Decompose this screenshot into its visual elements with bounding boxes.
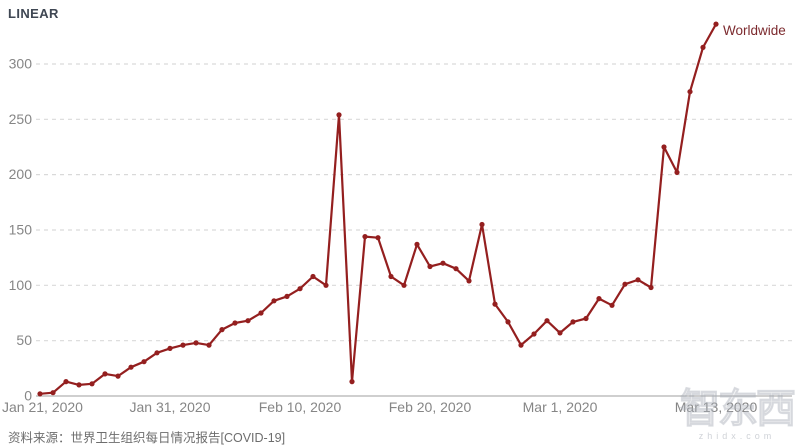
data-point bbox=[583, 315, 589, 322]
data-point bbox=[531, 331, 537, 337]
data-point bbox=[557, 330, 563, 336]
data-point bbox=[37, 391, 43, 397]
data-point bbox=[167, 345, 173, 351]
data-point bbox=[284, 293, 290, 299]
data-point bbox=[388, 273, 394, 280]
y-axis-tick-label: 50 bbox=[16, 332, 32, 348]
data-point bbox=[414, 241, 420, 247]
data-point bbox=[492, 301, 498, 307]
data-point bbox=[258, 310, 264, 316]
data-point bbox=[180, 342, 186, 348]
x-axis-tick-label: Jan 21, 2020 bbox=[2, 399, 83, 415]
x-axis-tick-label: Feb 10, 2020 bbox=[259, 399, 342, 415]
y-axis-tick-label: 200 bbox=[9, 166, 33, 182]
data-point bbox=[648, 284, 654, 291]
data-point bbox=[50, 390, 56, 396]
series-label: Worldwide bbox=[723, 23, 786, 38]
data-point bbox=[453, 266, 459, 272]
data-point bbox=[336, 112, 342, 118]
data-point bbox=[596, 296, 602, 302]
x-axis-tick-label: Mar 1, 2020 bbox=[523, 399, 598, 415]
data-point bbox=[570, 319, 576, 325]
data-point bbox=[440, 260, 446, 266]
data-point bbox=[323, 282, 329, 288]
data-point bbox=[102, 371, 108, 377]
data-point bbox=[245, 318, 251, 324]
data-point bbox=[609, 302, 615, 308]
data-point bbox=[674, 169, 680, 175]
data-point bbox=[128, 364, 134, 370]
data-point bbox=[76, 382, 82, 388]
x-axis-tick-label: Feb 20, 2020 bbox=[389, 399, 472, 415]
data-point bbox=[713, 21, 719, 27]
data-point bbox=[297, 286, 303, 292]
data-point bbox=[544, 318, 550, 324]
data-point bbox=[427, 263, 433, 270]
data-point bbox=[115, 373, 121, 379]
source-note: 资料来源：世界卫生组织每日情况报告[COVID-19] bbox=[8, 431, 286, 445]
data-point bbox=[700, 44, 706, 51]
data-point bbox=[206, 342, 212, 348]
data-point bbox=[622, 281, 628, 287]
data-point bbox=[687, 89, 693, 95]
y-axis-tick-label: 150 bbox=[9, 221, 33, 237]
y-axis-tick-label: 0 bbox=[24, 388, 32, 404]
y-axis-tick-label: 100 bbox=[9, 277, 33, 293]
data-point bbox=[349, 379, 355, 385]
data-point bbox=[63, 379, 69, 385]
scale-mode-label: LINEAR bbox=[8, 6, 59, 21]
data-point bbox=[271, 298, 277, 304]
data-point bbox=[310, 273, 316, 280]
y-axis-tick-label: 250 bbox=[9, 111, 33, 127]
y-axis-tick-label: 300 bbox=[9, 55, 33, 71]
data-point bbox=[661, 144, 667, 150]
data-point bbox=[479, 221, 485, 228]
data-point bbox=[518, 342, 524, 348]
data-point bbox=[232, 320, 238, 326]
data-point bbox=[141, 359, 147, 365]
data-point bbox=[466, 278, 472, 284]
data-point bbox=[193, 340, 199, 346]
trend-line bbox=[38, 23, 718, 395]
data-point bbox=[505, 319, 511, 325]
data-point bbox=[219, 327, 225, 333]
data-point bbox=[401, 282, 407, 288]
data-point bbox=[154, 350, 160, 356]
data-point bbox=[635, 277, 641, 283]
x-axis-tick-label: Mar 13, 2020 bbox=[675, 399, 758, 415]
data-point bbox=[375, 235, 381, 241]
x-axis-tick-label: Jan 31, 2020 bbox=[130, 399, 211, 415]
data-point bbox=[362, 234, 368, 240]
data-point bbox=[89, 381, 95, 387]
